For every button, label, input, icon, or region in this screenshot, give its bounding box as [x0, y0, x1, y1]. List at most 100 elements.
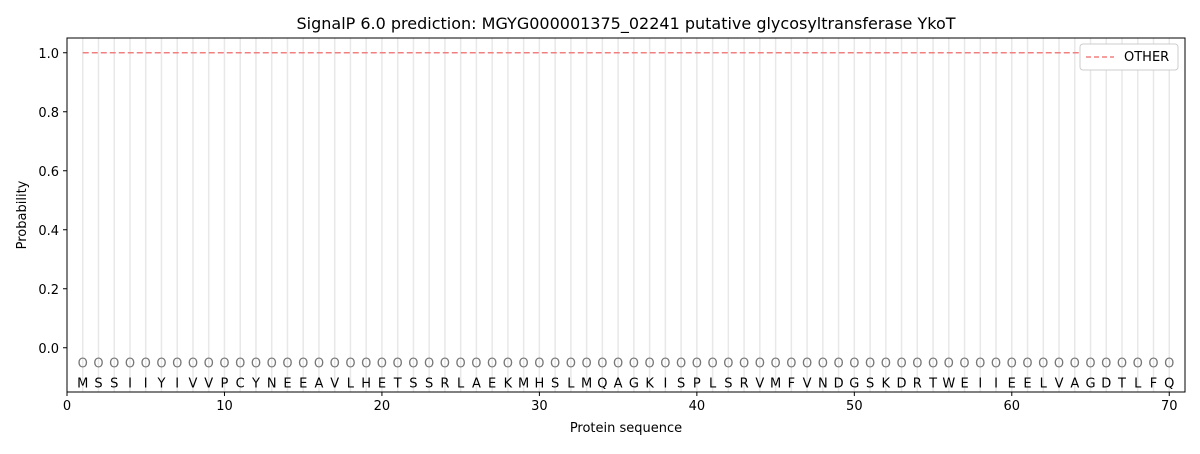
- residue-letter: E: [488, 376, 496, 391]
- residue-letter: S: [724, 376, 732, 391]
- residue-label-marker: O: [802, 357, 812, 372]
- residue-label-marker: O: [928, 357, 938, 372]
- residue-label-marker: O: [1070, 357, 1080, 372]
- residue-letter: V: [755, 376, 764, 391]
- x-tick-label: 60: [1004, 399, 1021, 414]
- residue-label-marker: O: [440, 357, 450, 372]
- residue-letter: L: [567, 376, 575, 391]
- residue-letter: D: [1101, 376, 1111, 391]
- residue-label-marker: O: [975, 357, 985, 372]
- residue-label-marker: O: [959, 357, 969, 372]
- residue-letter: P: [221, 376, 229, 391]
- residue-label-marker: O: [519, 357, 529, 372]
- residue-letter: R: [440, 376, 449, 391]
- x-axis-label: Protein sequence: [570, 421, 682, 436]
- residue-letter: Y: [157, 376, 166, 391]
- residue-label-marker: O: [393, 357, 403, 372]
- residue-label-marker: O: [1117, 357, 1127, 372]
- residue-label-marker: O: [629, 357, 639, 372]
- x-tick-label: 0: [63, 399, 71, 414]
- residue-letter: M: [518, 376, 529, 391]
- residue-label-marker: O: [818, 357, 828, 372]
- residue-letter: I: [663, 376, 667, 391]
- residue-letter: G: [629, 376, 639, 391]
- residue-letter: I: [978, 376, 982, 391]
- residue-label-marker: O: [219, 357, 229, 372]
- residue-label-marker: O: [849, 357, 859, 372]
- plot-frame: [66, 37, 1186, 393]
- residue-label-marker: O: [1164, 357, 1174, 372]
- y-tick-label: 1.0: [38, 47, 59, 62]
- x-tick-label: 30: [531, 399, 548, 414]
- residue-letter: M: [581, 376, 592, 391]
- residue-letter: L: [709, 376, 717, 391]
- residue-label-marker: O: [93, 357, 103, 372]
- residue-label-marker: O: [739, 357, 749, 372]
- residue-label-marker: O: [125, 357, 135, 372]
- residue-letter: T: [928, 376, 937, 391]
- x-tick-label: 20: [374, 399, 391, 414]
- residue-letter: E: [1008, 376, 1016, 391]
- residue-letter: L: [1040, 376, 1048, 391]
- residue-letter: A: [1070, 376, 1079, 391]
- residue-letter: E: [378, 376, 386, 391]
- residue-label-marker: O: [156, 357, 166, 372]
- residue-letter: Q: [1164, 376, 1174, 391]
- residue-label-marker: O: [456, 357, 466, 372]
- residue-letter: F: [788, 376, 795, 391]
- residue-label-marker: O: [172, 357, 182, 372]
- x-tick-label: 70: [1161, 399, 1178, 414]
- residue-letter: S: [677, 376, 685, 391]
- residue-label-marker: O: [786, 357, 796, 372]
- y-tick-label: 0.2: [38, 283, 59, 298]
- residue-letter: S: [409, 376, 417, 391]
- residue-letter: L: [457, 376, 465, 391]
- residue-label-marker: O: [235, 357, 245, 372]
- residue-letter: L: [347, 376, 355, 391]
- residue-letter: S: [866, 376, 874, 391]
- residue-label-marker: O: [267, 357, 277, 372]
- x-tick-label: 50: [846, 399, 863, 414]
- residue-label-marker: O: [912, 357, 922, 372]
- residue-letter: T: [1117, 376, 1126, 391]
- residue-letter: W: [942, 376, 955, 391]
- residue-label-marker: O: [487, 357, 497, 372]
- residue-label-marker: O: [1148, 357, 1158, 372]
- residue-label-marker: O: [755, 357, 765, 372]
- residue-letter: S: [551, 376, 559, 391]
- residue-label-marker: O: [1133, 357, 1143, 372]
- residue-label-marker: O: [204, 357, 214, 372]
- residue-letter: V: [330, 376, 339, 391]
- residue-letter: Y: [251, 376, 260, 391]
- residue-label-marker: O: [833, 357, 843, 372]
- residue-label-marker: O: [613, 357, 623, 372]
- residue-label-marker: O: [361, 357, 371, 372]
- residue-letter: I: [144, 376, 148, 391]
- residue-letter: P: [693, 376, 701, 391]
- residue-letter: M: [77, 376, 88, 391]
- residue-letter: K: [882, 376, 891, 391]
- residue-letter: D: [897, 376, 907, 391]
- residue-label-marker: O: [707, 357, 717, 372]
- residue-label-marker: O: [503, 357, 513, 372]
- residue-label-marker: O: [770, 357, 780, 372]
- residue-letter: S: [110, 376, 118, 391]
- residue-label-marker: O: [471, 357, 481, 372]
- residue-label-marker: O: [534, 357, 544, 372]
- residue-label-marker: O: [188, 357, 198, 372]
- residue-label-marker: O: [660, 357, 670, 372]
- residue-letter: E: [299, 376, 307, 391]
- residue-letter: N: [267, 376, 277, 391]
- residue-label-marker: O: [424, 357, 434, 372]
- residue-letter: T: [393, 376, 402, 391]
- residue-label-marker: O: [251, 357, 261, 372]
- residue-letter: K: [504, 376, 513, 391]
- marks: OMOSOSOIOIOYOIOVOVOPOCOYONOEOEOAOVOLOHOE…: [77, 52, 1174, 391]
- y-tick-label: 0.6: [38, 165, 59, 180]
- residue-letter: V: [1055, 376, 1064, 391]
- residue-letter: G: [1085, 376, 1095, 391]
- residue-letter: A: [472, 376, 481, 391]
- residue-label-marker: O: [109, 357, 119, 372]
- residue-letter: S: [94, 376, 102, 391]
